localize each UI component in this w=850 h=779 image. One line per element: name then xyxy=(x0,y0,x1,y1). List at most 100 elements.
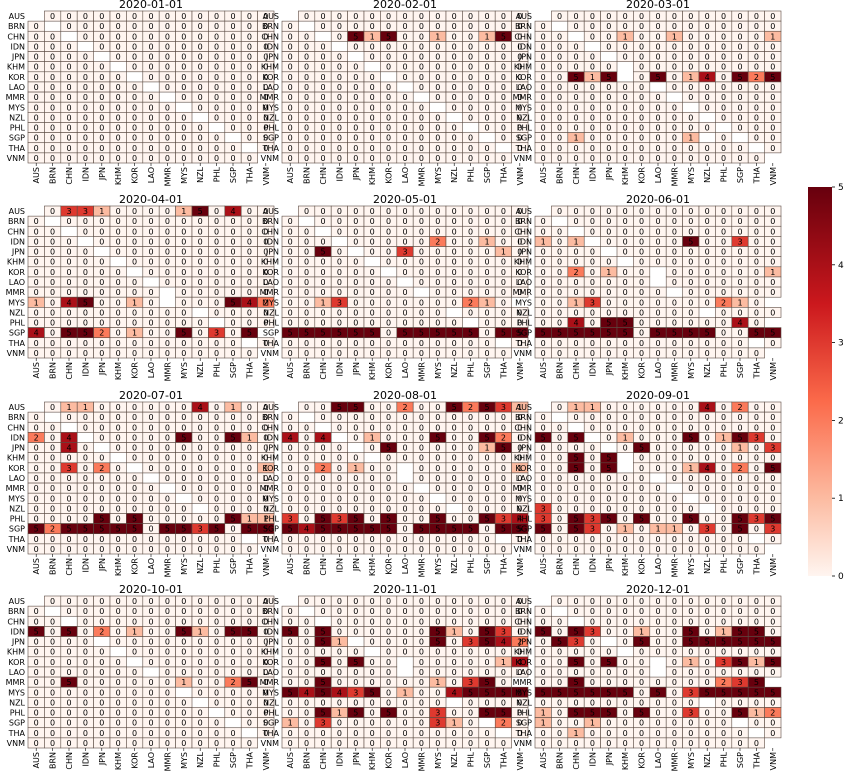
cell-value-label: 0 xyxy=(541,319,546,328)
cell-value-label: 0 xyxy=(402,32,407,41)
cell-value-label: 0 xyxy=(402,678,407,687)
cell-value-label: 0 xyxy=(165,154,170,163)
y-tick-label: THA xyxy=(262,144,280,153)
cell-value-label: 0 xyxy=(541,535,546,544)
cell-value-label: 0 xyxy=(770,93,775,102)
cell-value-label: 0 xyxy=(435,319,440,328)
y-tick-label: VNM xyxy=(261,349,279,358)
cell-value-label: 0 xyxy=(288,22,293,31)
cell-value-label: 0 xyxy=(639,93,644,102)
x-tick-label: MYS xyxy=(434,558,443,575)
cell-value-label: 0 xyxy=(754,12,759,21)
cell-value-label: 0 xyxy=(198,709,203,718)
cell-value-label: 0 xyxy=(501,53,506,62)
cell-value-label: 0 xyxy=(34,464,39,473)
cell-value-label: 0 xyxy=(83,32,88,41)
cell-value-label: 2 xyxy=(34,433,39,442)
cell-value-label: 0 xyxy=(541,63,546,72)
cell-value-label: 0 xyxy=(198,22,203,31)
cell-value-label: 0 xyxy=(452,288,457,297)
cell-value-label: 5 xyxy=(501,444,506,453)
cell-value-label: 0 xyxy=(484,329,489,338)
cell-value-label: 0 xyxy=(304,319,309,328)
cell-value-label: 0 xyxy=(230,248,235,257)
cell-value-label: 0 xyxy=(419,678,424,687)
cell-value-label: 0 xyxy=(705,144,710,153)
cell-value-label: 0 xyxy=(606,134,611,143)
cell-value-label: 0 xyxy=(770,207,775,216)
cell-value-label: 0 xyxy=(165,134,170,143)
cell-value-label: 0 xyxy=(83,688,88,697)
cell-value-label: 4 xyxy=(198,403,203,412)
cell-value-label: 3 xyxy=(468,638,473,647)
cell-value-label: 5 xyxy=(573,454,578,463)
cell-value-label: 0 xyxy=(83,113,88,122)
x-tick-label: BRN xyxy=(49,362,58,379)
cell-value-label: 0 xyxy=(230,484,235,493)
cell-value-label: 0 xyxy=(705,423,710,432)
cell-value-label: 0 xyxy=(435,134,440,143)
cell-value-label: 3 xyxy=(737,237,742,246)
cell-value-label: 0 xyxy=(370,154,375,163)
cell-value-label: 0 xyxy=(50,329,55,338)
cell-value-label: 0 xyxy=(688,484,693,493)
cell-value-label: 0 xyxy=(402,154,407,163)
cell-value-label: 0 xyxy=(557,464,562,473)
cell-value-label: 0 xyxy=(688,227,693,236)
cell-value-label: 5 xyxy=(320,638,325,647)
cell-value-label: 0 xyxy=(501,237,506,246)
cell-value-label: 0 xyxy=(214,103,219,112)
cell-value-label: 0 xyxy=(181,217,186,226)
cell-value-label: 0 xyxy=(198,484,203,493)
cell-value-label: 0 xyxy=(116,413,121,422)
cell-value-label: 0 xyxy=(99,113,104,122)
x-tick-label: BRN xyxy=(303,558,312,575)
cell-value-label: 0 xyxy=(672,42,677,51)
cell-value-label: 0 xyxy=(386,227,391,236)
cell-value-label: 0 xyxy=(34,113,39,122)
y-tick-label: LAO xyxy=(263,83,279,92)
cell-value-label: 0 xyxy=(198,545,203,554)
cell-value-label: 0 xyxy=(34,319,39,328)
cell-value-label: 0 xyxy=(672,53,677,62)
cell-value-label: 0 xyxy=(214,668,219,677)
cell-value-label: 0 xyxy=(721,12,726,21)
cell-value-label: 0 xyxy=(452,545,457,554)
cell-value-label: 0 xyxy=(590,63,595,72)
cell-value-label: 0 xyxy=(34,638,39,647)
cell-value-label: 0 xyxy=(337,207,342,216)
cell-value-label: 0 xyxy=(353,413,358,422)
cell-value-label: 0 xyxy=(148,648,153,657)
cell-value-label: 0 xyxy=(83,627,88,636)
cell-value-label: 0 xyxy=(770,278,775,287)
cell-value-label: 0 xyxy=(386,248,391,257)
cell-value-label: 0 xyxy=(247,597,252,606)
cell-value-label: 5 xyxy=(606,464,611,473)
cell-value-label: 0 xyxy=(672,413,677,422)
cell-value-label: 0 xyxy=(337,349,342,358)
cell-value-label: 0 xyxy=(66,474,71,483)
cell-value-label: 0 xyxy=(606,308,611,317)
cell-value-label: 0 xyxy=(34,739,39,748)
cell-value-label: 0 xyxy=(754,268,759,277)
panel-title: 2020-08-01 xyxy=(373,389,437,402)
cell-value-label: 0 xyxy=(165,515,170,524)
cell-value-label: 0 xyxy=(116,709,121,718)
cell-value-label: 0 xyxy=(402,124,407,133)
cell-value-label: 0 xyxy=(83,134,88,143)
cell-value-label: 0 xyxy=(435,154,440,163)
cell-value-label: 0 xyxy=(304,113,309,122)
x-tick-label: KOR xyxy=(385,362,394,379)
x-tick-label: NZL xyxy=(703,557,712,573)
cell-value-label: 0 xyxy=(116,597,121,606)
cell-value-label: 0 xyxy=(590,545,595,554)
cell-value-label: 0 xyxy=(116,739,121,748)
cell-value-label: 0 xyxy=(288,545,293,554)
cell-value-label: 0 xyxy=(230,688,235,697)
cell-value-label: 0 xyxy=(198,668,203,677)
cell-value-label: 3 xyxy=(83,207,88,216)
cell-value-label: 0 xyxy=(639,494,644,503)
cell-value-label: 0 xyxy=(214,73,219,82)
cell-value-label: 0 xyxy=(688,504,693,513)
cell-value-label: 0 xyxy=(419,308,424,317)
